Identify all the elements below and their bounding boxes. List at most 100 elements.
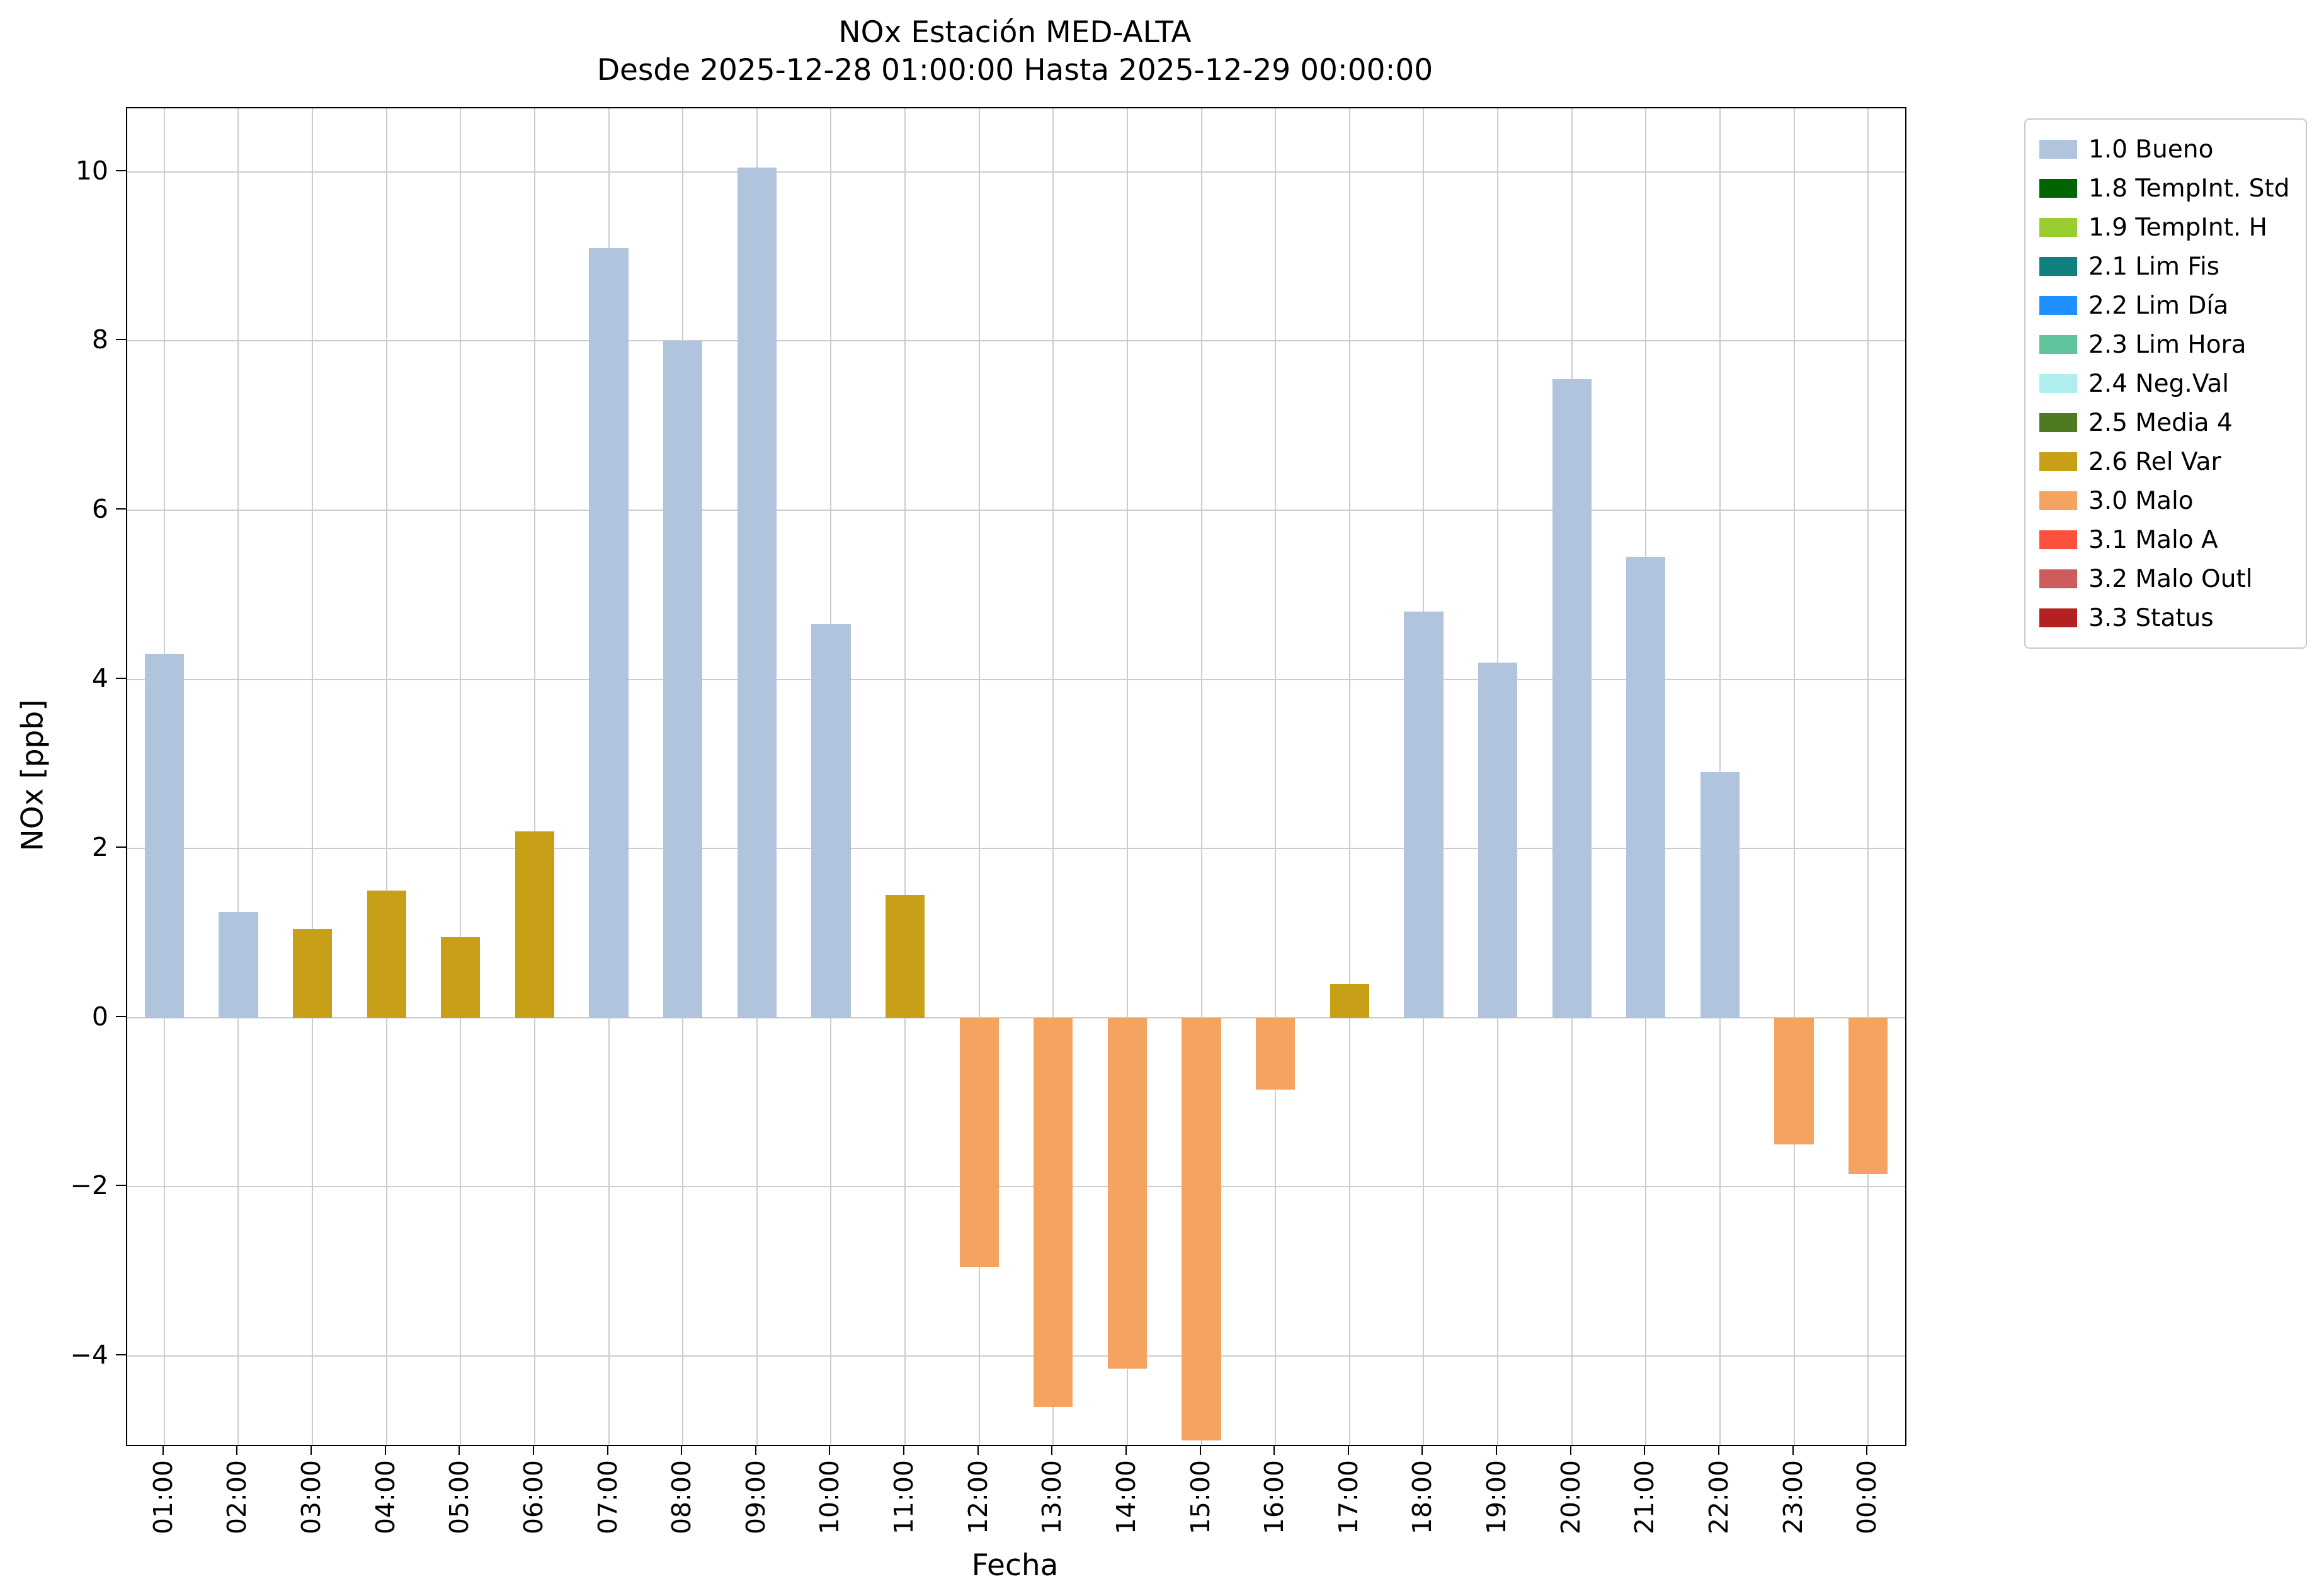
legend-label: 2.3 Lim Hora bbox=[2088, 330, 2247, 359]
legend-swatch bbox=[2039, 452, 2077, 471]
x-tick-label-05:00: 05:00 bbox=[444, 1460, 475, 1535]
legend-swatch bbox=[2039, 218, 2077, 237]
x-tick-mark bbox=[310, 1445, 312, 1455]
y-gridline-10 bbox=[127, 171, 1905, 173]
x-tick-mark bbox=[162, 1445, 164, 1455]
y-tick-mark bbox=[116, 677, 126, 679]
x-tick-mark bbox=[1496, 1445, 1498, 1455]
bar-03:00 bbox=[292, 928, 333, 1018]
plot-area bbox=[126, 107, 1906, 1446]
x-tick-label-14:00: 14:00 bbox=[1110, 1460, 1141, 1535]
legend-swatch bbox=[2039, 140, 2077, 159]
x-gridline-06:00 bbox=[533, 108, 535, 1445]
legend-label: 1.9 TempInt. H bbox=[2088, 213, 2267, 242]
x-tick-label-10:00: 10:00 bbox=[814, 1460, 845, 1535]
x-tick-mark bbox=[1569, 1445, 1571, 1455]
x-tick-mark bbox=[236, 1445, 238, 1455]
bar-20:00 bbox=[1552, 379, 1592, 1018]
y-tick-mark bbox=[116, 508, 126, 510]
x-tick-label-19:00: 19:00 bbox=[1481, 1460, 1512, 1535]
bar-10:00 bbox=[811, 624, 851, 1018]
x-gridline-23:00 bbox=[1793, 108, 1795, 1445]
x-tick-label-04:00: 04:00 bbox=[370, 1460, 401, 1535]
x-tick-label-21:00: 21:00 bbox=[1629, 1460, 1660, 1535]
bar-04:00 bbox=[367, 891, 406, 1018]
x-gridline-00:00 bbox=[1867, 108, 1869, 1445]
x-tick-label-11:00: 11:00 bbox=[889, 1460, 920, 1535]
legend-swatch bbox=[2039, 335, 2077, 354]
x-tick-label-02:00: 02:00 bbox=[222, 1460, 253, 1535]
x-tick-mark bbox=[1644, 1445, 1646, 1455]
y-gridline--2 bbox=[127, 1186, 1905, 1188]
legend-item-2.1 Lim Fis: 2.1 Lim Fis bbox=[2039, 247, 2289, 286]
bar-07:00 bbox=[589, 248, 629, 1018]
bar-01:00 bbox=[144, 654, 184, 1018]
bar-11:00 bbox=[885, 895, 925, 1018]
x-tick-mark bbox=[1421, 1445, 1423, 1455]
y-tick-mark bbox=[116, 169, 126, 171]
x-gridline-03:00 bbox=[312, 108, 314, 1445]
x-tick-label-03:00: 03:00 bbox=[296, 1460, 327, 1535]
x-tick-label-17:00: 17:00 bbox=[1333, 1460, 1364, 1535]
y-gridline-4 bbox=[127, 678, 1905, 680]
x-tick-mark bbox=[1051, 1445, 1053, 1455]
bar-22:00 bbox=[1700, 772, 1740, 1018]
y-axis-label: NOx [ppb] bbox=[15, 699, 50, 852]
y-tick-label-0: 0 bbox=[91, 1001, 108, 1032]
legend-label: 1.0 Bueno bbox=[2088, 135, 2214, 164]
x-tick-mark bbox=[977, 1445, 979, 1455]
y-tick-mark bbox=[116, 339, 126, 341]
x-tick-label-18:00: 18:00 bbox=[1407, 1460, 1438, 1535]
legend-swatch bbox=[2039, 569, 2077, 588]
x-tick-label-13:00: 13:00 bbox=[1037, 1460, 1068, 1535]
bar-18:00 bbox=[1404, 612, 1444, 1018]
bar-05:00 bbox=[441, 937, 481, 1018]
x-tick-label-00:00: 00:00 bbox=[1852, 1460, 1883, 1535]
legend-item-3.1 Malo A: 3.1 Malo A bbox=[2039, 520, 2289, 559]
y-tick-mark bbox=[116, 1015, 126, 1017]
legend-item-1.9 TempInt. H: 1.9 TempInt. H bbox=[2039, 208, 2289, 247]
x-tick-label-07:00: 07:00 bbox=[592, 1460, 623, 1535]
y-tick-label--4: −4 bbox=[70, 1339, 108, 1370]
x-gridline-17:00 bbox=[1348, 108, 1350, 1445]
x-tick-mark bbox=[1199, 1445, 1201, 1455]
bar-12:00 bbox=[959, 1017, 999, 1267]
legend-label: 1.8 TempInt. Std bbox=[2088, 174, 2290, 203]
legend-swatch bbox=[2039, 257, 2077, 276]
y-gridline-6 bbox=[127, 509, 1905, 511]
legend-label: 2.6 Rel Var bbox=[2088, 447, 2221, 476]
bar-19:00 bbox=[1478, 662, 1518, 1018]
y-tick-label-4: 4 bbox=[91, 663, 108, 693]
bar-23:00 bbox=[1774, 1017, 1814, 1145]
x-gridline-12:00 bbox=[978, 108, 980, 1445]
legend-label: 3.3 Status bbox=[2088, 603, 2214, 632]
y-tick-mark bbox=[116, 1185, 126, 1187]
legend-swatch bbox=[2039, 530, 2077, 549]
x-tick-label-06:00: 06:00 bbox=[518, 1460, 549, 1535]
y-tick-mark bbox=[116, 846, 126, 848]
legend-swatch bbox=[2039, 491, 2077, 510]
x-gridline-11:00 bbox=[904, 108, 906, 1445]
legend-label: 2.1 Lim Fis bbox=[2088, 252, 2220, 281]
x-tick-label-08:00: 08:00 bbox=[666, 1460, 697, 1535]
x-tick-label-23:00: 23:00 bbox=[1777, 1460, 1808, 1535]
x-gridline-04:00 bbox=[385, 108, 387, 1445]
x-tick-label-09:00: 09:00 bbox=[740, 1460, 771, 1535]
bar-16:00 bbox=[1256, 1017, 1296, 1090]
x-tick-mark bbox=[1717, 1445, 1719, 1455]
y-gridline--4 bbox=[127, 1355, 1905, 1357]
legend-label: 2.4 Neg.Val bbox=[2088, 369, 2230, 398]
x-tick-mark bbox=[1125, 1445, 1127, 1455]
bar-15:00 bbox=[1182, 1017, 1221, 1441]
y-tick-label--2: −2 bbox=[70, 1170, 108, 1201]
x-gridline-14:00 bbox=[1126, 108, 1128, 1445]
bar-08:00 bbox=[663, 341, 703, 1018]
x-gridline-15:00 bbox=[1200, 108, 1202, 1445]
bar-09:00 bbox=[737, 168, 777, 1018]
x-tick-mark bbox=[681, 1445, 683, 1455]
x-tick-mark bbox=[532, 1445, 534, 1455]
legend-item-2.2 Lim Día: 2.2 Lim Día bbox=[2039, 286, 2289, 325]
legend-item-3.2 Malo Outl: 3.2 Malo Outl bbox=[2039, 559, 2289, 598]
x-tick-mark bbox=[384, 1445, 386, 1455]
